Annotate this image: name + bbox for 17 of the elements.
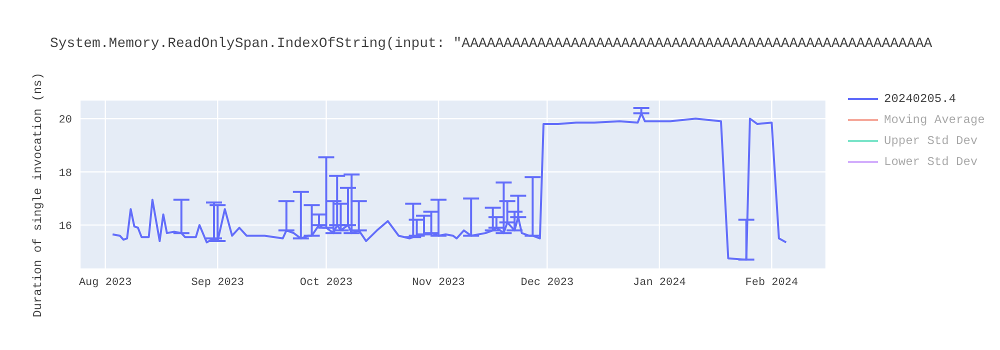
legend-label: Lower Std Dev (884, 154, 978, 168)
y-tick-label: 16 (58, 220, 72, 233)
x-tick-label: Jan 2024 (633, 276, 686, 289)
x-tick-label: Oct 2023 (300, 276, 353, 289)
legend-label: Moving Average (884, 112, 985, 126)
legend-label: 20240205.4 (884, 92, 956, 106)
line-series (112, 112, 788, 261)
x-tick-label: Dec 2023 (520, 276, 574, 289)
x-tick-label: Aug 2023 (78, 276, 132, 289)
x-tick-label: Sep 2023 (191, 276, 244, 289)
x-tick-label: Feb 2024 (745, 276, 798, 289)
x-tick-label: Nov 2023 (412, 276, 465, 289)
legend-label: Upper Std Dev (884, 134, 978, 148)
chart-title: System.Memory.ReadOnlySpan.IndexOfString(input: "AAAAAAAAAAAAAAAAAAAAAAAAAAAAAAAAAAAAAAAAAAAAAAAAAAAAAAAA (50, 36, 932, 52)
y-axis-title: Duration of single invocation (ns) (31, 72, 45, 318)
y-tick-label: 20 (58, 114, 72, 127)
y-tick-label: 18 (58, 168, 72, 180)
